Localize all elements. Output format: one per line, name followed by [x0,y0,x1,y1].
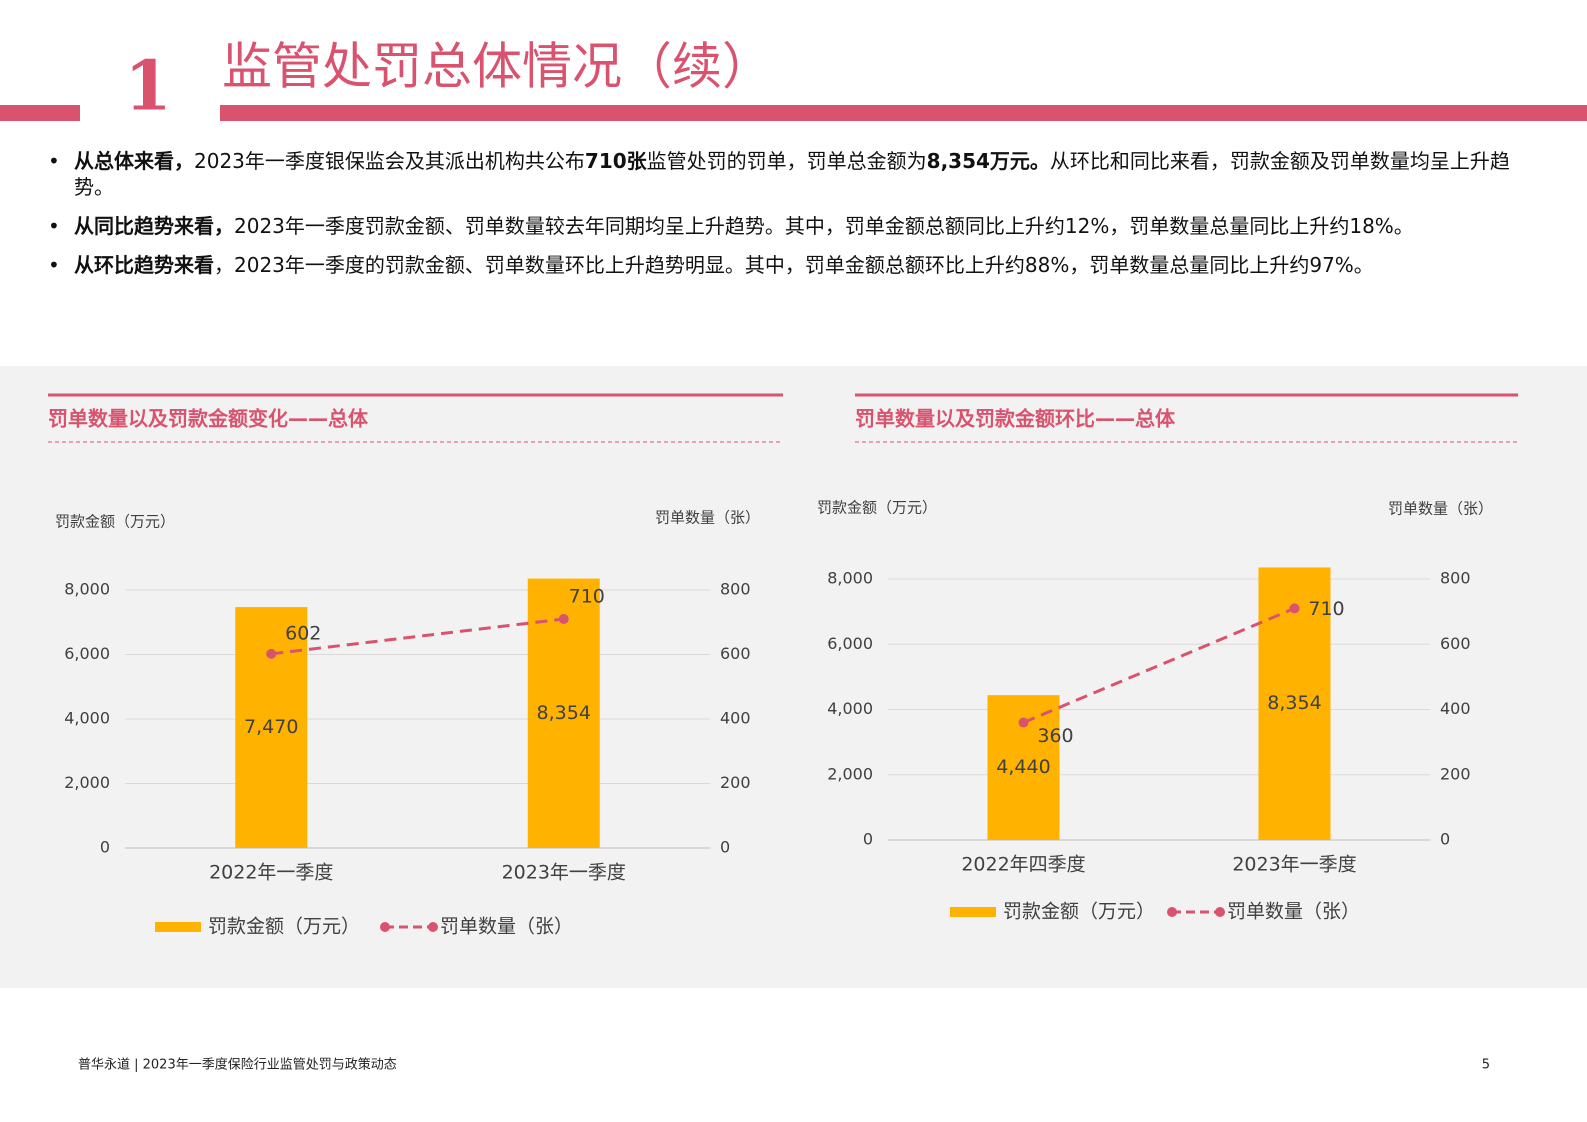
y2-tick-label: 400 [1440,699,1471,718]
x-tick-label: 2023年一季度 [1232,854,1356,876]
line-point [558,614,569,625]
footer-source: 普华永道 | 2023年一季度保险行业监管处罚与政策动态 [78,1057,397,1073]
bullet-list: 从总体来看，2023年一季度银保监会及其派出机构共公布710张监管处罚的罚单，罚… [48,148,1528,291]
data-label: 360 [1037,725,1073,747]
y-tick-label: 4,000 [64,709,110,728]
bullet-text: 2023年一季度银保监会及其派出机构共公布 [194,149,585,173]
bullet-text: 从同比趋势来看， [74,214,234,238]
y-tick-label: 0 [863,830,873,849]
y-tick-label: 0 [100,838,110,857]
data-label: 602 [285,622,321,644]
page-number: 5 [1482,1058,1490,1073]
legend-dot [428,922,438,932]
line-point [1018,717,1029,728]
y-tick-label: 8,000 [827,569,873,588]
y2-tick-label: 400 [720,709,751,728]
y2-tick-label: 0 [720,838,730,857]
legend-swatch [950,907,996,917]
legend-label: 罚单数量（张） [440,916,573,938]
y-tick-label: 2,000 [827,764,873,783]
data-label: 8,354 [1267,692,1321,714]
data-label: 8,354 [537,702,591,724]
chart-title: 罚单数量以及罚款金额变化——总体 [48,407,369,431]
x-tick-label: 2023年一季度 [502,862,626,884]
data-label: 4,440 [996,756,1050,778]
legend-swatch [155,922,201,932]
line-point [266,648,277,659]
line [271,617,564,656]
bullet: 从总体来看，2023年一季度银保监会及其派出机构共公布710张监管处罚的罚单，罚… [48,148,1528,200]
legend-dot [1215,907,1225,917]
bullet-text: 从总体来看， [74,149,194,173]
y-tick-label: 6,000 [827,634,873,653]
bullet-text: ，2023年一季度的罚款金额、罚单数量环比上升趋势明显。其中，罚单金额总额环比上… [214,253,1374,277]
line-point [1289,603,1300,614]
legend-label: 罚单数量（张） [1227,901,1360,923]
bullet-text: 从环比趋势来看 [74,253,214,277]
y2-tick-label: 0 [1440,830,1450,849]
bullet-text: 710张 [584,149,647,173]
y-axis-label: 罚款金额（万元） [55,513,175,531]
x-tick-label: 2022年一季度 [209,862,333,884]
y-tick-label: 4,000 [827,699,873,718]
y2-axis-label: 罚单数量（张） [655,509,760,527]
legend-dot [1167,907,1177,917]
header-bar [0,105,80,121]
bullet: 从环比趋势来看，2023年一季度的罚款金额、罚单数量环比上升趋势明显。其中，罚单… [48,252,1528,278]
y2-tick-label: 200 [720,773,751,792]
chart-title: 罚单数量以及罚款金额环比——总体 [855,407,1176,431]
data-label: 7,470 [244,716,298,738]
y-tick-label: 2,000 [64,773,110,792]
page-title: 监管处罚总体情况（续） [222,38,772,96]
x-tick-label: 2022年四季度 [961,854,1085,876]
bar [235,607,308,848]
y2-tick-label: 800 [1440,569,1471,588]
y2-tick-label: 600 [720,644,751,663]
line [1022,606,1296,724]
y2-axis-label: 罚单数量（张） [1388,500,1493,518]
bullet-text: 2023年一季度罚款金额、罚单数量较去年同期均呈上升趋势。其中，罚单金额总额同比… [234,214,1414,238]
bullet-text: 监管处罚的罚单，罚单总金额为 [646,149,927,173]
y-tick-label: 6,000 [64,644,110,663]
section-number: 1 [124,47,171,127]
y-axis-label: 罚款金额（万元） [817,499,937,517]
y-tick-label: 8,000 [64,580,110,599]
header-bar [220,105,1587,121]
legend-label: 罚款金额（万元） [1003,901,1155,923]
bullet: 从同比趋势来看，2023年一季度罚款金额、罚单数量较去年同期均呈上升趋势。其中，… [48,213,1528,239]
y2-tick-label: 600 [1440,634,1471,653]
bullet-text: 从环比和同比来看，罚款金额及罚单数量均呈上升趋势。 [74,149,1510,199]
y2-tick-label: 800 [720,580,751,599]
data-label: 710 [1308,598,1344,620]
y2-tick-label: 200 [1440,764,1471,783]
legend-dot [380,922,390,932]
data-label: 710 [569,586,605,608]
bullet-text: 8,354万元。 [926,149,1050,173]
legend-label: 罚款金额（万元） [208,916,360,938]
